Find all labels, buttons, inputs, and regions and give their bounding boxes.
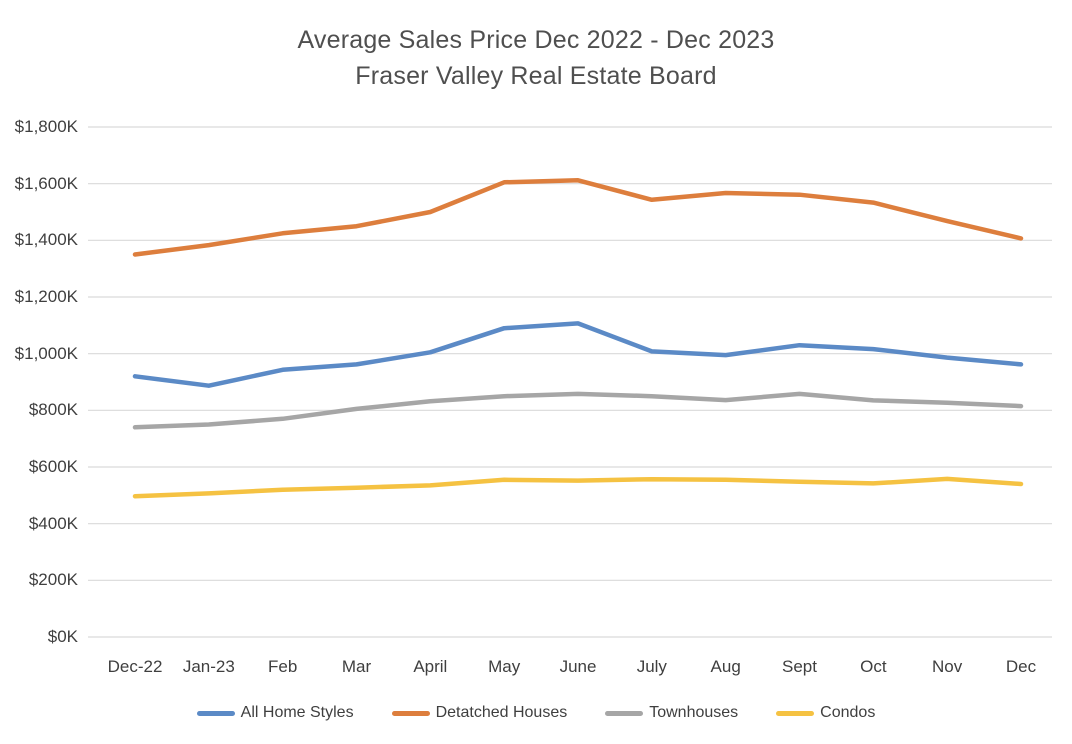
legend-label: Condos [820, 704, 876, 721]
y-axis-tick-label: $0K [47, 627, 78, 646]
legend-label: Townhouses [649, 704, 739, 721]
x-axis-tick-label: Sept [782, 657, 817, 676]
y-axis-tick-label: $1,200K [14, 287, 78, 306]
legend-line-swatch-icon [391, 710, 430, 716]
series-line-condos [132, 476, 1024, 499]
series-line-all-home-styles [132, 321, 1024, 388]
series-line-townhouses [132, 391, 1024, 430]
legend-item-detatched-houses: Detatched Houses [391, 703, 568, 723]
x-axis-tick-label: Oct [860, 657, 887, 676]
x-axis-tick-label: April [413, 657, 448, 676]
legend-line-swatch-icon [776, 710, 815, 716]
y-axis-tick-label: $400K [28, 513, 78, 533]
legend-item-all-home-styles: All Home Styles [196, 703, 354, 723]
legend-item-townhouses: Townhouses [605, 703, 738, 723]
legend-label: All Home Styles [240, 704, 354, 721]
chart-legend: All Home Styles Detatched Houses Townhouse… [0, 703, 1072, 723]
x-axis-tick-label: Feb [268, 657, 298, 676]
y-axis-tick-label: $600K [28, 457, 78, 476]
x-axis-tick-label: Aug [710, 657, 741, 676]
x-axis-tick-label: Dec [1005, 657, 1037, 676]
y-axis-tick-label: $1,400K [14, 230, 78, 250]
series-line-detatched-houses [132, 178, 1024, 257]
x-axis-tick-label: June [559, 657, 597, 676]
chart-title-line-2: Fraser Valley Real Estate Board [355, 62, 717, 90]
x-axis-tick-label: Jan-23 [182, 657, 235, 676]
y-axis-tick-label: $200K [28, 570, 78, 590]
legend-line-swatch-icon [196, 710, 235, 716]
legend-item-condos: Condos [776, 703, 875, 723]
x-axis-tick-label: May [488, 657, 521, 676]
y-axis-tick-label: $800K [28, 400, 78, 420]
legend-line-swatch-icon [605, 710, 644, 716]
x-axis-tick-label: Nov [932, 657, 963, 676]
x-axis-tick-label: Mar [341, 657, 372, 676]
chart-title-line-1: Average Sales Price Dec 2022 - Dec 2023 [297, 26, 775, 54]
x-axis-tick-label: July [636, 657, 667, 676]
x-axis-tick-label: Dec-22 [107, 657, 163, 676]
legend-label: Detatched Houses [435, 704, 568, 721]
y-axis-tick-label: $1,800K [14, 117, 78, 136]
y-axis-tick-label: $1,000K [14, 343, 78, 363]
y-axis-tick-label: $1,600K [14, 173, 78, 193]
